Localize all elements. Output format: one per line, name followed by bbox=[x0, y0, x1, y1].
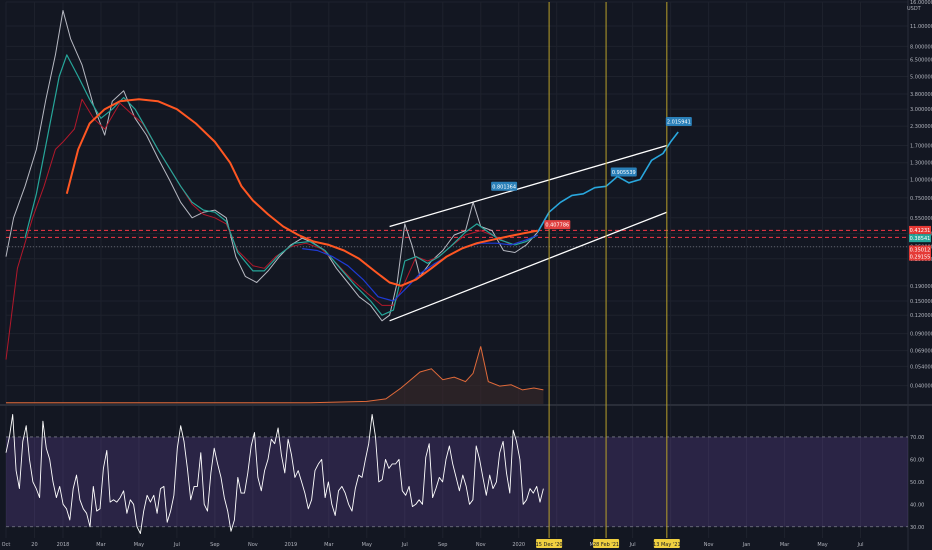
x-tick-label: May bbox=[362, 542, 372, 548]
price-series bbox=[5, 10, 539, 322]
y-tick-label: 8.000000 bbox=[910, 44, 932, 50]
y-tick-label: 0.090000 bbox=[910, 332, 932, 338]
y-tick-label: 2.300000 bbox=[910, 124, 932, 130]
y-tick-label: 0.054000 bbox=[910, 364, 932, 370]
date-marker-label: 13 May '21 bbox=[653, 542, 681, 548]
x-tick-label: May bbox=[134, 542, 144, 548]
price-axis-badge bbox=[909, 234, 931, 243]
y-tick-label: 6.500000 bbox=[910, 58, 932, 64]
x-tick-label: 2018 bbox=[57, 542, 70, 548]
price-callout-box bbox=[544, 220, 571, 230]
y-tick-label: 16.000000 bbox=[910, 0, 932, 6]
x-tick-label: Jul bbox=[401, 542, 408, 548]
volume-line bbox=[6, 346, 544, 404]
date-marker-label: 28 Feb '21 bbox=[593, 542, 619, 548]
price-axis-badge-label: 0.35012 bbox=[910, 248, 931, 254]
x-tick-label: 20 bbox=[31, 542, 37, 548]
y-tick-label: 1.000000 bbox=[910, 178, 932, 184]
annotation-layer: 15 Dec '20 28 Feb '21 13 May '21 0.801364 0.… bbox=[491, 2, 931, 548]
date-marker-badge bbox=[653, 539, 680, 548]
x-tick-label: Jul bbox=[629, 542, 636, 548]
rsi-line bbox=[5, 414, 544, 534]
currency-label: USDT bbox=[907, 6, 922, 12]
projection-series bbox=[537, 131, 679, 233]
price-callout-label: 0.407786 bbox=[545, 223, 569, 229]
channel-upper-line bbox=[389, 144, 668, 228]
date-marker-badge bbox=[593, 539, 620, 548]
price-axis-badge-label: 0.38541 bbox=[910, 236, 931, 242]
y-tick-label: 1.700000 bbox=[910, 144, 932, 150]
price-axis-badge bbox=[909, 245, 931, 254]
x-tick-label: Nov bbox=[476, 542, 486, 548]
rsi-tick-label: 40.00 bbox=[910, 502, 924, 508]
channel-lower-line bbox=[389, 211, 668, 322]
rsi-tick-label: 50.00 bbox=[910, 480, 924, 486]
x-tick-label: Jul bbox=[857, 542, 864, 548]
x-tick-label: Nov bbox=[248, 542, 258, 548]
x-tick-label: Mar bbox=[780, 542, 790, 548]
y-tick-label: 0.750000 bbox=[910, 196, 932, 202]
x-tick-label: Sep bbox=[438, 542, 447, 548]
date-marker-label: 15 Dec '20 bbox=[536, 542, 563, 548]
rsi-tick-label: 30.00 bbox=[910, 525, 924, 531]
price-axis-badge bbox=[909, 252, 931, 261]
y-tick-label: 0.190000 bbox=[910, 284, 932, 290]
x-tick-label: 2020 bbox=[512, 542, 525, 548]
price-callout-label: 0.905539 bbox=[612, 170, 636, 176]
x-tick-label: Oct bbox=[2, 542, 11, 548]
price-layer bbox=[5, 10, 908, 360]
x-tick-label: May bbox=[817, 542, 827, 548]
price-callout-box bbox=[491, 181, 518, 191]
price-callout-box bbox=[610, 167, 637, 177]
price-axis-badge-label: 0.41231 bbox=[910, 228, 931, 234]
rsi-layer bbox=[5, 414, 908, 534]
x-tick-label: Jan bbox=[742, 542, 751, 548]
price-axis-badge-label: 0.29155 bbox=[910, 255, 931, 261]
x-tick-label: Jul bbox=[173, 542, 180, 548]
y-tick-label: 1.300000 bbox=[910, 161, 932, 167]
y-tick-label: 0.550000 bbox=[910, 216, 932, 222]
ma-orange-series bbox=[65, 98, 538, 287]
x-tick-label: Mar bbox=[96, 542, 106, 548]
rsi-tick-label: 60.00 bbox=[910, 457, 924, 463]
y-tick-label: 5.000000 bbox=[910, 74, 932, 80]
date-marker-badge bbox=[536, 539, 563, 548]
rsi-tick-label: 70.00 bbox=[910, 435, 924, 441]
y-tick-label: 3.000000 bbox=[910, 107, 932, 113]
x-tick-label: Nov bbox=[704, 542, 714, 548]
y-tick-label: 3.800000 bbox=[910, 92, 932, 98]
y-tick-label: 0.069000 bbox=[910, 349, 932, 355]
y-tick-label: 0.040000 bbox=[910, 384, 932, 390]
y-tick-label: 0.150000 bbox=[910, 299, 932, 305]
price-callout-label: 2.015941 bbox=[667, 120, 691, 126]
volume-layer bbox=[6, 346, 544, 404]
y-tick-label: 11.000000 bbox=[910, 24, 932, 30]
x-tick-label: Sep bbox=[210, 542, 219, 548]
y-tick-label: 0.120000 bbox=[910, 313, 932, 319]
price-axis-badge bbox=[909, 225, 931, 234]
volume-area bbox=[6, 346, 544, 404]
price-callout-box bbox=[665, 117, 692, 127]
price-callout-label: 0.801364 bbox=[492, 184, 516, 190]
x-tick-label: Mar bbox=[324, 542, 334, 548]
x-tick-label: 2019 bbox=[284, 542, 297, 548]
